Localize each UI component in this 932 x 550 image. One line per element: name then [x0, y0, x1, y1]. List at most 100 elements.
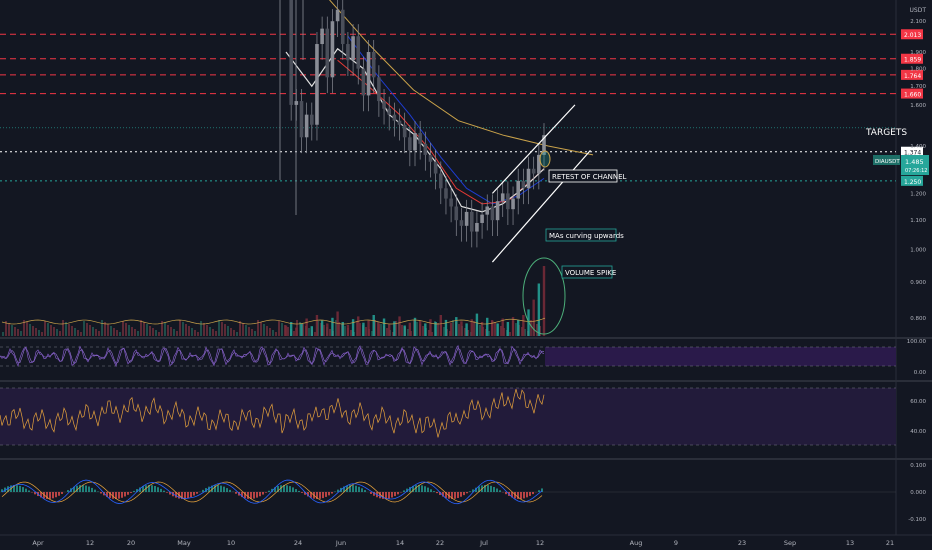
osc3-histogram-bar — [364, 490, 366, 492]
volume-bar — [479, 325, 481, 336]
channel-lower-line[interactable] — [491, 150, 591, 263]
osc3-histogram-bar — [151, 485, 153, 492]
volume-bar — [233, 330, 235, 336]
symbol-tag — [873, 155, 900, 165]
osc3-histogram-bar — [67, 490, 69, 492]
candle-body — [526, 168, 531, 189]
volume-bar — [308, 328, 310, 336]
osc3-histogram-bar — [445, 492, 447, 498]
volume-spike-label-box — [561, 265, 613, 279]
volume-bar — [239, 321, 241, 336]
osc3-histogram-bar — [469, 491, 471, 492]
volume-bar — [536, 324, 538, 336]
volume-bar — [179, 320, 181, 336]
osc3-histogram-bar — [472, 489, 474, 492]
volume-bar — [305, 318, 308, 336]
candle-body — [459, 220, 464, 226]
channel-upper-line[interactable] — [491, 104, 576, 194]
volume-bar — [218, 320, 220, 336]
time-axis-tick: 24 — [294, 539, 302, 547]
volume-bar — [68, 324, 70, 336]
osc3-histogram-bar — [298, 490, 300, 492]
volume-bar — [161, 321, 163, 336]
osc3-histogram-bar — [34, 492, 36, 495]
time-axis-tick: 13 — [846, 539, 854, 547]
osc3-histogram-bar — [514, 492, 516, 499]
candle-body — [516, 180, 520, 199]
osc3-histogram-bar — [43, 492, 45, 499]
osc3-histogram-bar — [247, 492, 249, 499]
volume-bar — [110, 326, 112, 336]
time-axis-tick: 22 — [436, 539, 444, 547]
osc3-histogram-bar — [541, 488, 543, 492]
volume-bar — [464, 328, 466, 336]
volume-bar — [359, 323, 361, 336]
candle-body — [366, 52, 371, 96]
candle-body — [382, 101, 386, 109]
volume-bar — [137, 331, 139, 336]
volume-bar — [113, 328, 115, 336]
volume-bar — [203, 323, 205, 336]
volume-bar — [242, 323, 244, 336]
volume-bar — [140, 320, 142, 336]
osc3-histogram-bar — [310, 492, 312, 498]
osc3-histogram-bar — [322, 492, 324, 499]
volume-bar — [439, 315, 442, 336]
volume-bar — [119, 332, 121, 336]
osc3-histogram-bar — [244, 492, 246, 499]
osc3-histogram-bar — [307, 492, 309, 497]
oscillator-axis-tick: 0.000 — [910, 490, 926, 496]
candle-body — [361, 68, 366, 96]
volume-bar — [503, 328, 505, 336]
osc3-histogram-bar — [286, 485, 288, 492]
volume-bar — [53, 327, 55, 336]
level-tag-label: 1.374 — [904, 150, 921, 157]
candle-body — [340, 9, 345, 45]
level-tag — [901, 88, 923, 99]
time-axis-tick: Aug — [630, 539, 643, 547]
volume-bar — [522, 315, 525, 336]
osc3-histogram-bar — [457, 492, 459, 498]
time-axis-tick: 21 — [886, 539, 894, 547]
volume-ma-line — [1, 317, 546, 325]
volume-bar — [393, 321, 396, 336]
osc3-histogram-bar — [253, 492, 255, 499]
retest-label-box — [548, 169, 618, 183]
osc3-histogram-bar — [511, 492, 513, 498]
osc3-histogram-bar — [409, 487, 411, 492]
candle-body — [469, 211, 474, 232]
osc1-line — [0, 344, 545, 368]
osc3-histogram-bar — [262, 492, 264, 495]
volume-bar — [509, 332, 511, 336]
volume-bar — [125, 323, 127, 336]
candle-body — [392, 114, 397, 121]
osc3-histogram-bar — [217, 485, 219, 492]
volume-bar — [386, 328, 388, 336]
osc3-histogram-bar — [460, 492, 462, 497]
oscillator-3-pane[interactable] — [0, 460, 932, 535]
osc3-histogram-bar — [229, 489, 231, 492]
volume-bar — [326, 323, 329, 336]
candle-body — [464, 211, 469, 226]
osc3-histogram-bar — [94, 489, 96, 492]
osc3-histogram-bar — [529, 492, 531, 496]
level-tag — [901, 146, 923, 157]
volume-bar — [71, 326, 73, 336]
osc3-histogram-bar — [520, 492, 522, 499]
osc3-histogram-bar — [79, 485, 81, 492]
volume-bar — [424, 323, 427, 336]
volume-bar — [278, 321, 280, 336]
oscillator-axis-tick: 60.00 — [910, 399, 926, 405]
volume-bar — [191, 328, 193, 336]
volume-bar — [429, 319, 432, 336]
osc3-histogram-bar — [493, 486, 495, 492]
volume-bar — [515, 323, 517, 336]
price-pane[interactable] — [0, 0, 932, 338]
osc3-histogram-bar — [130, 492, 132, 493]
volume-bar — [356, 321, 358, 336]
osc3-histogram-bar — [406, 488, 408, 492]
candle-body — [500, 193, 505, 202]
candle-body — [423, 143, 428, 155]
level-tag-label: 1.660 — [904, 92, 921, 99]
